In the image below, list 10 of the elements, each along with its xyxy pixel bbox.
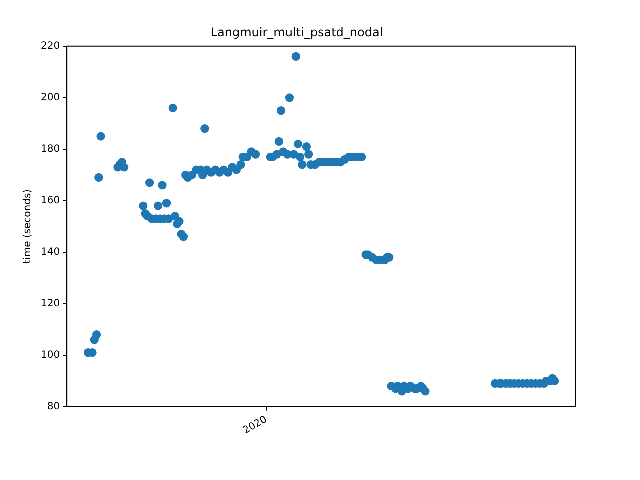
y-tick-label: 120 [40,298,60,310]
y-axis-title: time (seconds) [22,189,34,264]
chart-title: Langmuir_multi_psatd_nodal [210,25,384,40]
y-tick-label: 220 [40,40,60,52]
y-tick-label: 80 [47,401,60,412]
y-tick-label: 180 [40,144,60,155]
y-tick-label: 200 [40,92,60,104]
y-tick-label: 100 [40,350,60,361]
y-tick-label: 160 [40,195,60,206]
y-tick-label: 140 [40,246,60,258]
